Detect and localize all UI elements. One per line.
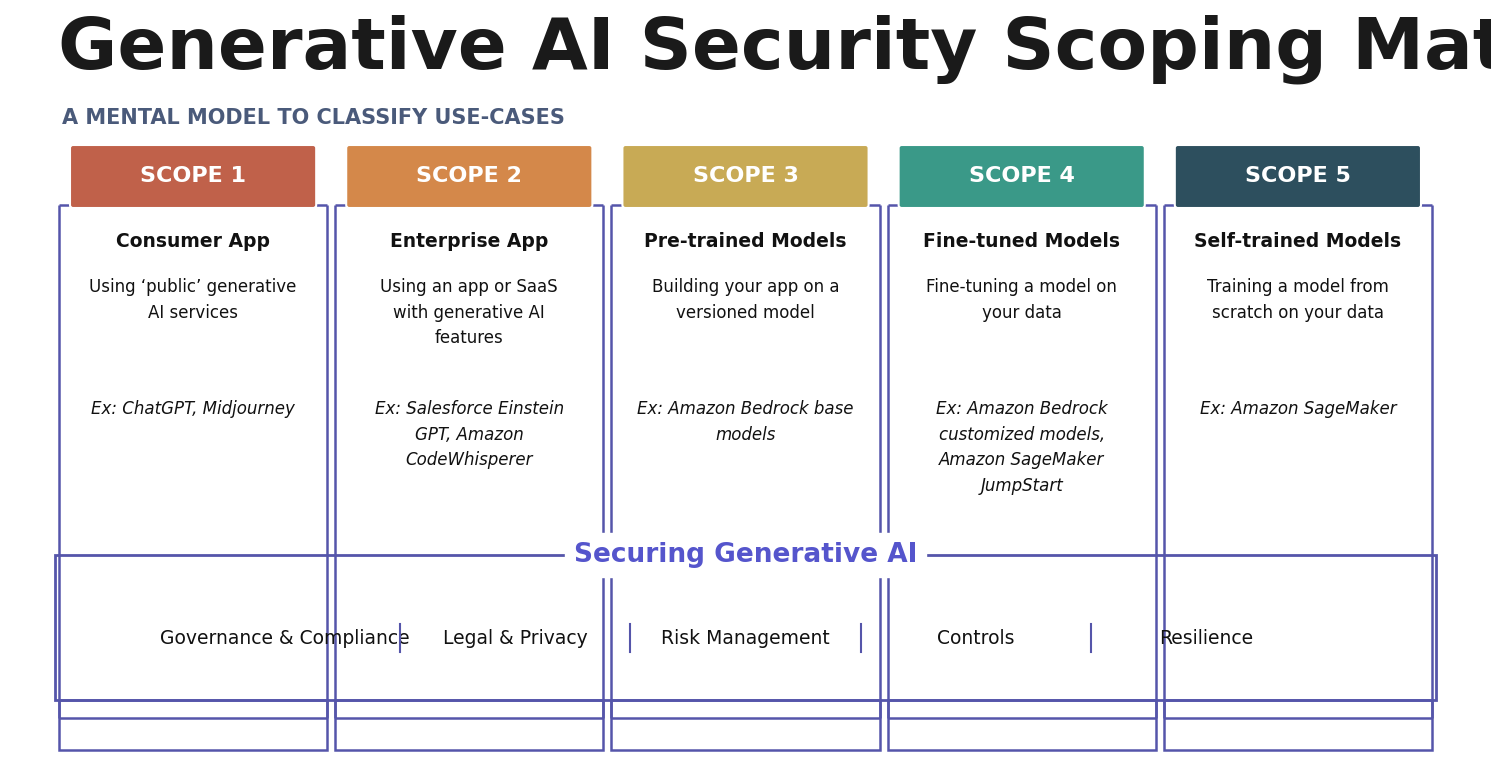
FancyBboxPatch shape — [70, 145, 316, 208]
Text: Securing Generative AI: Securing Generative AI — [574, 542, 917, 568]
Text: Generative AI Security Scoping Matrix: Generative AI Security Scoping Matrix — [58, 15, 1491, 84]
FancyBboxPatch shape — [899, 145, 1145, 208]
Bar — [1164, 700, 1431, 750]
Text: SCOPE 5: SCOPE 5 — [1245, 167, 1351, 187]
Bar — [55, 555, 1436, 700]
Text: SCOPE 1: SCOPE 1 — [140, 167, 246, 187]
FancyBboxPatch shape — [622, 145, 869, 208]
Text: Using an app or SaaS
with generative AI
features: Using an app or SaaS with generative AI … — [380, 278, 558, 347]
Text: Controls: Controls — [936, 628, 1014, 648]
Text: Fine-tuned Models: Fine-tuned Models — [923, 232, 1120, 251]
Text: Fine-tuning a model on
your data: Fine-tuning a model on your data — [926, 278, 1117, 322]
Text: Enterprise App: Enterprise App — [391, 232, 549, 251]
Text: SCOPE 2: SCOPE 2 — [416, 167, 522, 187]
FancyBboxPatch shape — [346, 145, 592, 208]
Text: SCOPE 3: SCOPE 3 — [692, 167, 799, 187]
Text: Using ‘public’ generative
AI services: Using ‘public’ generative AI services — [89, 278, 297, 322]
Text: A MENTAL MODEL TO CLASSIFY USE-CASES: A MENTAL MODEL TO CLASSIFY USE-CASES — [63, 108, 565, 128]
Text: Ex: Amazon Bedrock
customized models,
Amazon SageMaker
JumpStart: Ex: Amazon Bedrock customized models, Am… — [936, 400, 1108, 495]
Text: Ex: ChatGPT, Midjourney: Ex: ChatGPT, Midjourney — [91, 400, 295, 418]
Text: Risk Management: Risk Management — [661, 628, 830, 648]
Text: Training a model from
scratch on your data: Training a model from scratch on your da… — [1206, 278, 1388, 322]
Bar — [335, 700, 604, 750]
Text: Self-trained Models: Self-trained Models — [1194, 232, 1402, 251]
Text: Ex: Amazon SageMaker: Ex: Amazon SageMaker — [1200, 400, 1396, 418]
Text: Legal & Privacy: Legal & Privacy — [443, 628, 587, 648]
Text: Ex: Salesforce Einstein
GPT, Amazon
CodeWhisperer: Ex: Salesforce Einstein GPT, Amazon Code… — [374, 400, 564, 469]
Text: Pre-trained Models: Pre-trained Models — [644, 232, 847, 251]
Text: Ex: Amazon Bedrock base
models: Ex: Amazon Bedrock base models — [637, 400, 854, 444]
Bar — [60, 700, 327, 750]
Bar — [887, 700, 1156, 750]
Text: Governance & Compliance: Governance & Compliance — [161, 628, 410, 648]
Bar — [611, 700, 880, 750]
Text: SCOPE 4: SCOPE 4 — [969, 167, 1075, 187]
Text: Consumer App: Consumer App — [116, 232, 270, 251]
Text: Resilience: Resilience — [1159, 628, 1252, 648]
Text: Building your app on a
versioned model: Building your app on a versioned model — [652, 278, 839, 322]
FancyBboxPatch shape — [1175, 145, 1421, 208]
